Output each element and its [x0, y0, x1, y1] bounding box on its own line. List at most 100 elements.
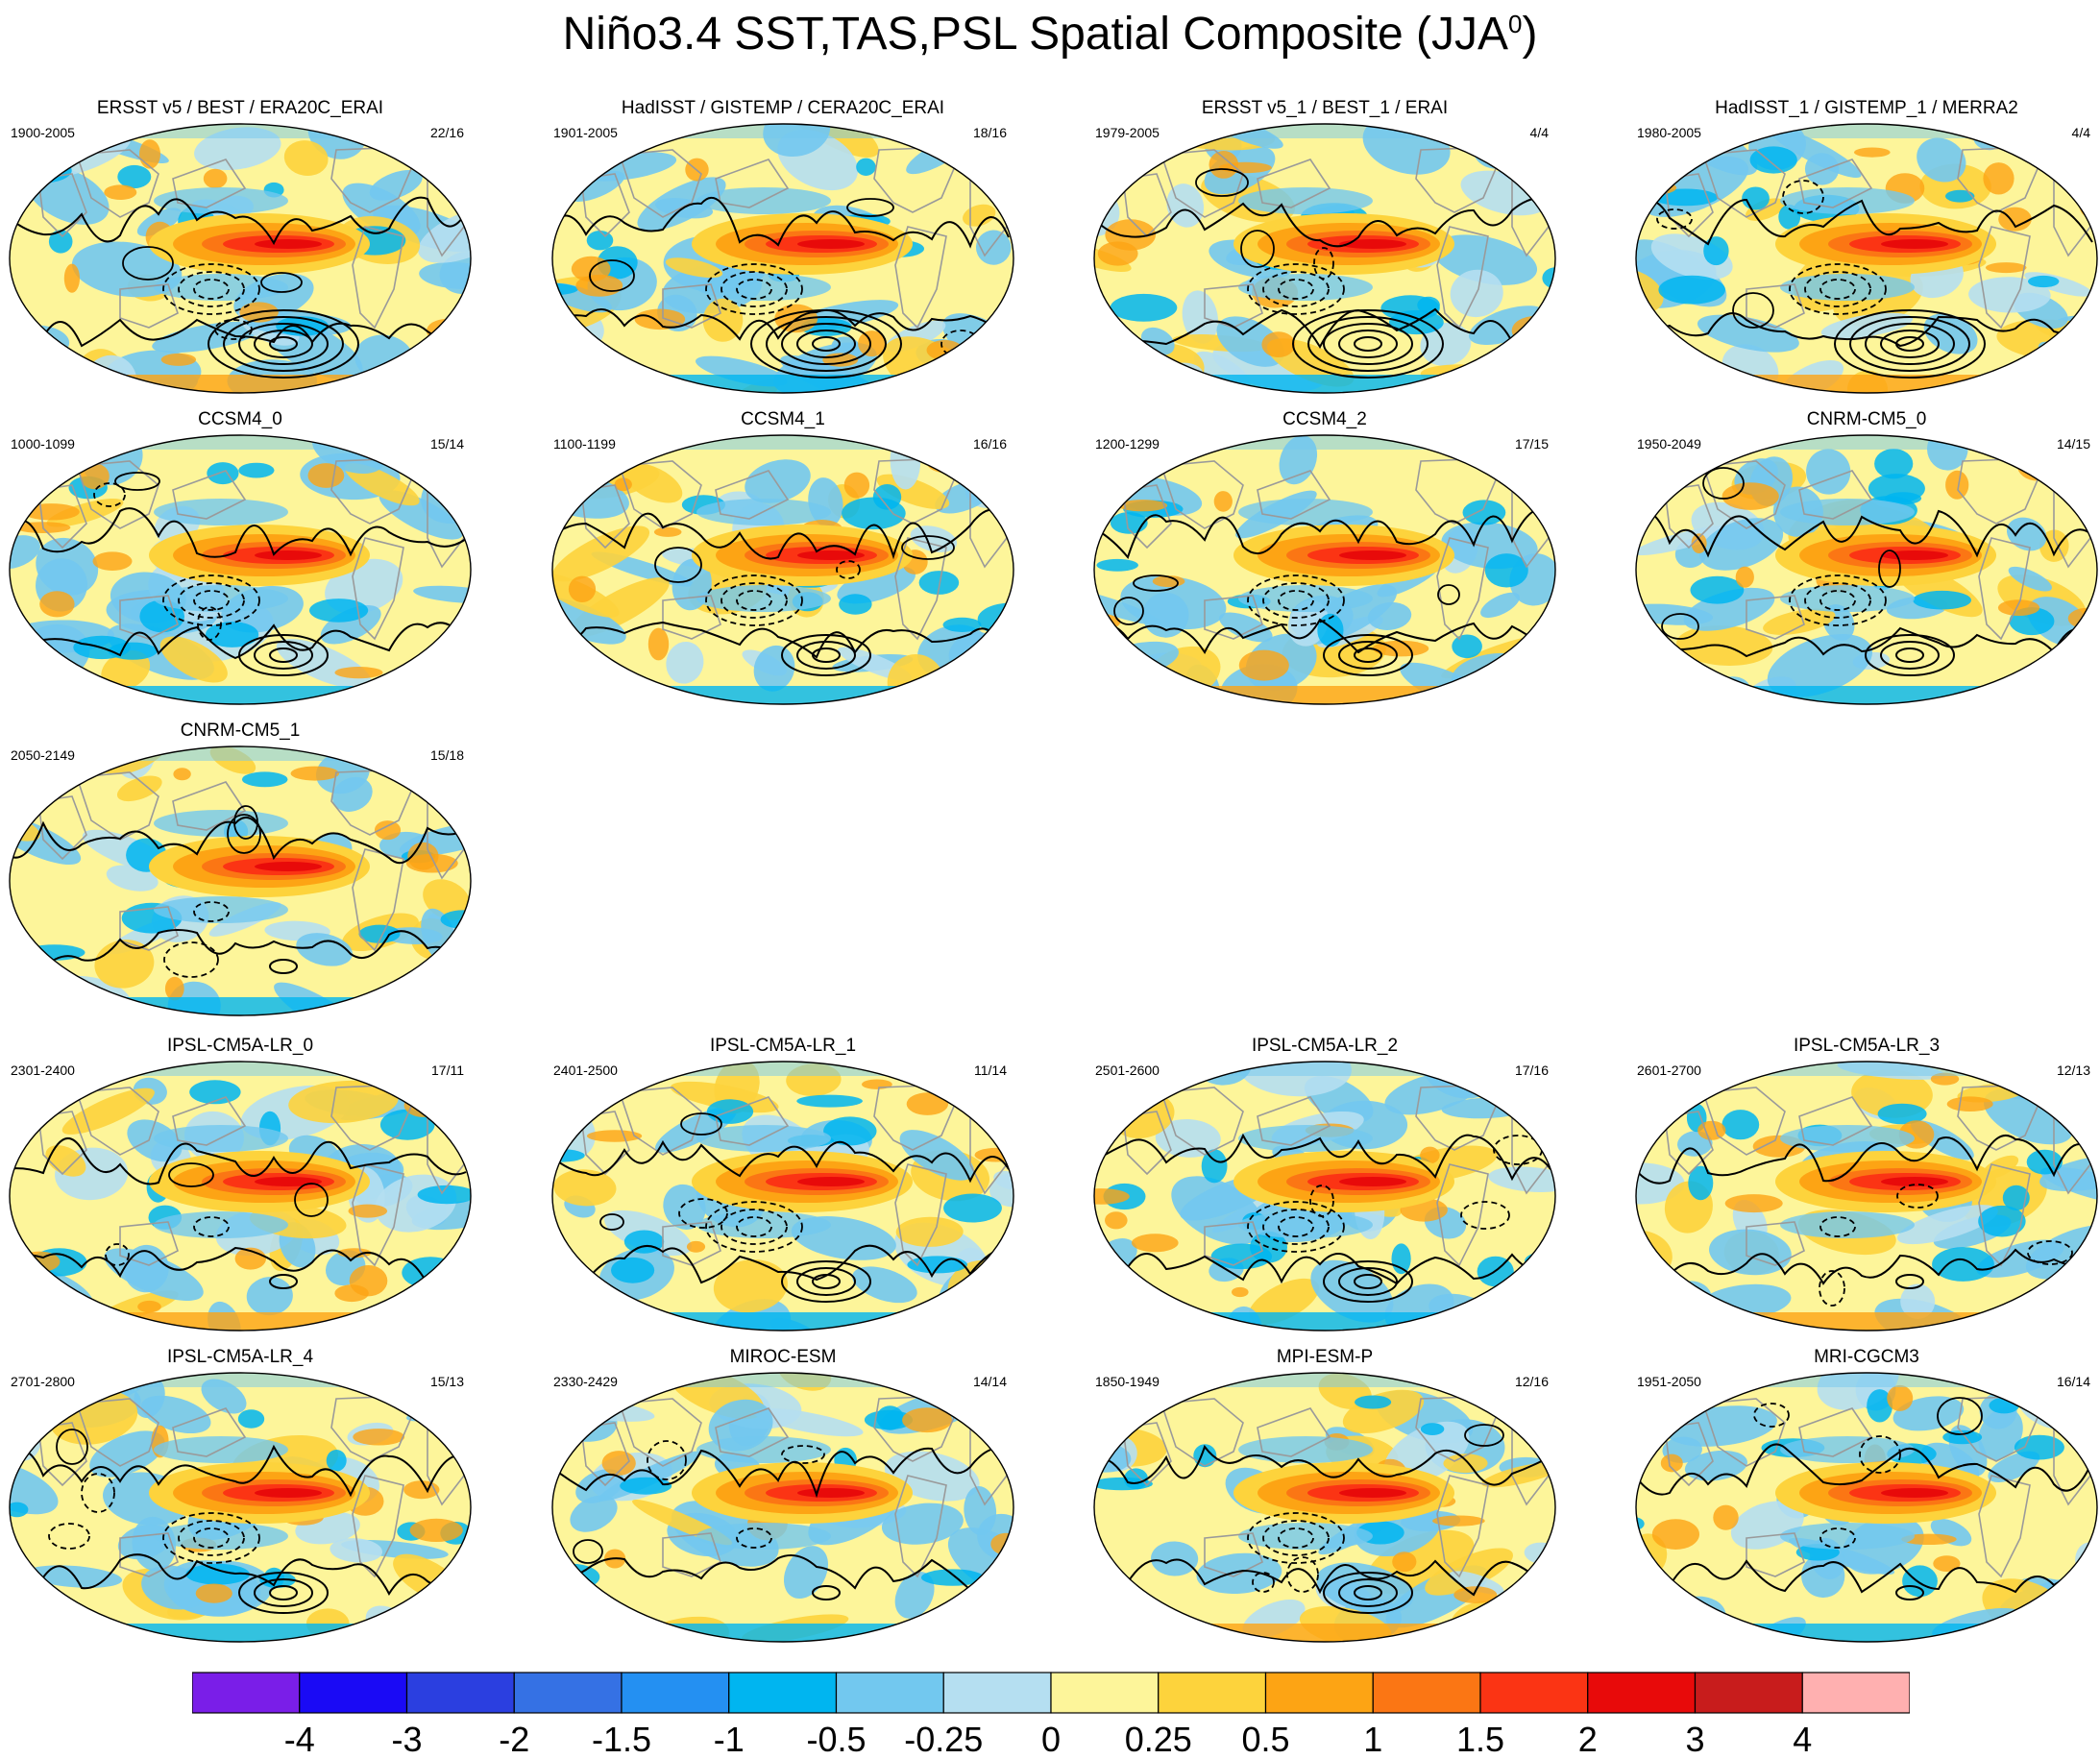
- globe-outline: [1093, 123, 1556, 394]
- anomaly-field: [552, 435, 1013, 704]
- panel-period: 1100-1199: [553, 436, 616, 452]
- panel-title: CNRM-CM5_1: [180, 721, 301, 741]
- panel-period: 2301-2400: [11, 1063, 75, 1078]
- map-panel: CCSM4_0 1000-1099 15/14: [5, 409, 476, 707]
- anomaly-field: [10, 1373, 471, 1642]
- panel-title: CNRM-CM5_0: [1806, 409, 1927, 429]
- map-panel: ERSST v5 / BEST / ERA20C_ERAI 1900-2005 22…: [5, 98, 476, 396]
- colorbar-swatch: [405, 1672, 515, 1714]
- globe-outline: [551, 123, 1014, 394]
- globe-outline: [9, 745, 472, 1016]
- map-panel: HadISST_1 / GISTEMP_1 / MERRA2 1980-2005 4…: [1631, 98, 2100, 396]
- map-panel: MRI-CGCM3 1951-2050 16/14: [1631, 1347, 2100, 1645]
- map-panel: IPSL-CM5A-LR_3 2601-2700 12/13: [1631, 1036, 2100, 1333]
- anomaly-field: [1636, 435, 2097, 704]
- anomaly-field: [10, 435, 471, 704]
- globe-map: [9, 434, 472, 705]
- map-panel: IPSL-CM5A-LR_1 2401-2500 11/14: [548, 1036, 1018, 1333]
- colorbar-swatch: [835, 1672, 944, 1714]
- anomaly-field: [1094, 124, 1555, 393]
- globe-map: [9, 1061, 472, 1331]
- panel-period: 2330-2429: [553, 1374, 618, 1389]
- globe-outline: [551, 1372, 1014, 1643]
- globe-map: [551, 123, 1014, 394]
- globe-outline: [1635, 434, 2098, 705]
- psl-contours: [1636, 180, 2093, 379]
- globe-outline: [9, 1061, 472, 1331]
- globe-map: [1093, 434, 1556, 705]
- globe-map: [1635, 434, 2098, 705]
- panel-period: 1901-2005: [553, 125, 618, 140]
- panel-period: 1951-2050: [1637, 1374, 1701, 1389]
- colorbar-tick-label: 2: [1577, 1720, 1598, 1759]
- psl-contours: [552, 508, 1010, 676]
- panel-event-counts: 17/15: [1514, 436, 1549, 452]
- colorbar-tick-label: 0.5: [1241, 1720, 1290, 1759]
- colorbar-tick-label: 0: [1040, 1720, 1062, 1759]
- panel-title: CCSM4_1: [741, 409, 825, 429]
- panel-title: IPSL-CM5A-LR_1: [709, 1036, 857, 1056]
- panel-title: MPI-ESM-P: [1276, 1347, 1374, 1367]
- panel-title: MRI-CGCM3: [1814, 1347, 1919, 1367]
- panel-event-counts: 14/14: [972, 1374, 1007, 1389]
- psl-contours: [10, 1137, 467, 1289]
- globe-map: [9, 123, 472, 394]
- colorbar-swatch: [299, 1672, 408, 1714]
- globe-outline: [1635, 1372, 2098, 1643]
- panel-period: 1000-1099: [11, 436, 75, 452]
- panel-period: 1950-2049: [1637, 436, 1701, 452]
- psl-contours: [10, 472, 467, 676]
- map-panel: MIROC-ESM 2330-2429 14/14: [548, 1347, 1018, 1645]
- colorbar-swatch: [1694, 1672, 1803, 1714]
- coastline: [1122, 458, 1550, 641]
- psl-contours: [1636, 1397, 2093, 1600]
- panel-event-counts: 17/16: [1514, 1063, 1549, 1078]
- psl-contours: [1094, 1424, 1551, 1614]
- psl-contours: [552, 196, 1010, 379]
- anomaly-field: [1094, 435, 1555, 704]
- panel-period: 2701-2800: [11, 1374, 75, 1389]
- coastline: [1664, 1085, 2091, 1267]
- anomaly-field: [10, 1062, 471, 1331]
- panel-period: 1979-2005: [1095, 125, 1160, 140]
- globe-map: [551, 434, 1014, 705]
- panel-event-counts: 12/13: [2056, 1063, 2090, 1078]
- panel-event-counts: 11/14: [974, 1063, 1007, 1078]
- coastline: [580, 147, 1008, 330]
- panel-title: MIROC-ESM: [729, 1347, 837, 1367]
- panel-title: HadISST / GISTEMP / CERA20C_ERAI: [621, 98, 945, 118]
- globe-map: [9, 1372, 472, 1643]
- map-panel: IPSL-CM5A-LR_0 2301-2400 17/11: [5, 1036, 476, 1333]
- colorbar-swatch: [1264, 1672, 1374, 1714]
- colorbar-swatch: [1801, 1672, 1910, 1714]
- panel-title: HadISST_1 / GISTEMP_1 / MERRA2: [1715, 98, 2018, 118]
- panel-period: 1980-2005: [1637, 125, 1701, 140]
- psl-contours: [1094, 168, 1551, 379]
- psl-contours: [10, 805, 467, 978]
- anomaly-field: [1094, 1062, 1555, 1331]
- coastline: [37, 147, 465, 330]
- globe-outline: [1093, 1372, 1556, 1643]
- figure-title-superscript: 0: [1507, 10, 1523, 38]
- psl-contours: [552, 1112, 1010, 1303]
- map-panel: HadISST / GISTEMP / CERA20C_ERAI 1901-200…: [548, 98, 1018, 396]
- anomaly-field: [1636, 124, 2097, 393]
- colorbar-tick-label: 4: [1793, 1720, 1813, 1759]
- panel-title: CCSM4_0: [198, 409, 282, 429]
- anomaly-field: [1636, 1062, 2097, 1331]
- globe-outline: [551, 434, 1014, 705]
- colorbar-tick-label: -0.5: [806, 1720, 867, 1759]
- panel-title: ERSST v5_1 / BEST_1 / ERAI: [1201, 98, 1449, 118]
- psl-contours: [1094, 1133, 1551, 1303]
- anomaly-field: [552, 1062, 1013, 1331]
- anomaly-field: [1636, 1373, 2097, 1642]
- globe-outline: [9, 123, 472, 394]
- panel-event-counts: 15/18: [429, 747, 464, 763]
- psl-contours: [552, 1440, 1010, 1600]
- panel-title: IPSL-CM5A-LR_4: [166, 1347, 314, 1367]
- colorbar-tick-label: -4: [283, 1720, 315, 1759]
- psl-contours: [10, 196, 467, 379]
- map-panel: ERSST v5_1 / BEST_1 / ERAI 1979-2005 4/4: [1089, 98, 1560, 396]
- colorbar-tick-label: -3: [391, 1720, 423, 1759]
- colorbar-swatch: [1479, 1672, 1589, 1714]
